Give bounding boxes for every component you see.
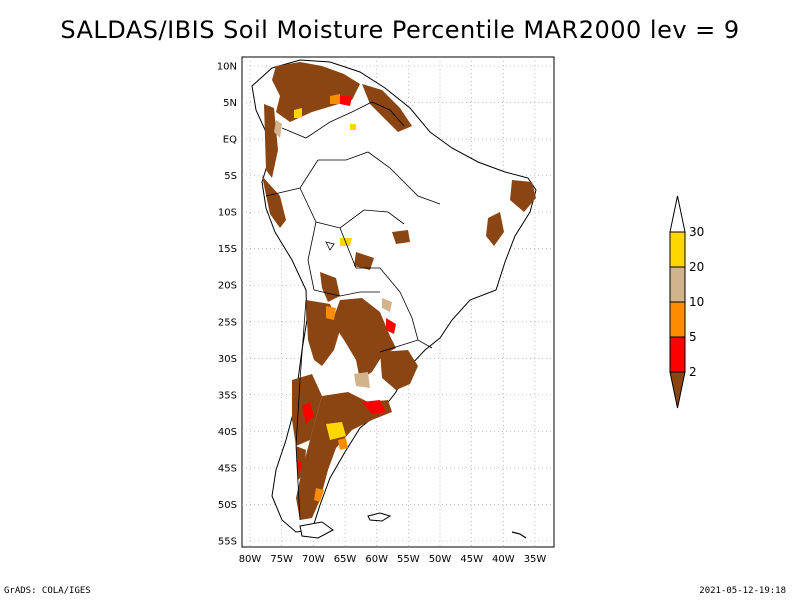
- lat-tick-label: 5S: [224, 171, 237, 182]
- lon-tick-label: 60W: [365, 554, 388, 565]
- colorbar-legend: 2 5 10 20 30: [669, 195, 704, 409]
- percentile-30-regions: [294, 108, 356, 440]
- footer-timestamp: 2021-05-12-19:18: [699, 586, 786, 596]
- lat-tick-label: 40S: [218, 427, 237, 438]
- colorbar-label: 5: [689, 330, 697, 344]
- lat-tick-label: 35S: [218, 390, 237, 401]
- country-borders: [265, 101, 441, 521]
- land-falklands: [367, 512, 392, 522]
- land-tierra-del-fuego: [299, 521, 334, 539]
- lat-tick-label: 25S: [218, 317, 237, 328]
- lon-tick-label: 45W: [460, 554, 483, 565]
- colorbar-5-band: [669, 336, 686, 373]
- percentile-20-regions: [274, 120, 392, 388]
- lon-tick-label: 65W: [334, 554, 357, 565]
- lat-tick-label: EQ: [223, 135, 237, 146]
- lat-tick-label: 10S: [218, 208, 237, 219]
- percentile-2-regions: [262, 62, 536, 520]
- lat-tick-label: 30S: [218, 354, 237, 365]
- lat-tick-label: 20S: [218, 281, 237, 292]
- percentile-5-regions: [296, 96, 396, 474]
- lon-tick-label: 50W: [429, 554, 452, 565]
- lake-titicaca: [325, 241, 335, 251]
- land-south-georgia: [511, 531, 527, 539]
- lon-tick-label: 35W: [524, 554, 547, 565]
- colorbar-label: 20: [689, 260, 704, 274]
- latitude-axis: 10N 5N EQ 5S 10S 15S 20S 25S 30S 35S 40S 45S 50S 55S: [217, 62, 237, 548]
- colorbar-20-band: [669, 266, 686, 303]
- colorbar-label: 10: [689, 295, 704, 309]
- colorbar-bottom-arrow: [669, 371, 686, 409]
- lon-tick-label: 55W: [397, 554, 420, 565]
- colorbar-label: 30: [689, 225, 704, 239]
- colorbar-top-arrow: [669, 195, 686, 233]
- colorbar-10-band: [669, 301, 686, 338]
- longitude-axis: 80W 75W 70W 65W 60W 55W 50W 45W 40W 35W: [239, 554, 547, 565]
- lon-tick-label: 70W: [302, 554, 325, 565]
- lat-tick-label: 50S: [218, 500, 237, 511]
- percentile-10-regions: [314, 94, 348, 502]
- chart-title: SALDAS/IBIS Soil Moisture Percentile MAR…: [60, 16, 740, 44]
- lat-tick-label: 10N: [217, 62, 237, 73]
- lat-tick-label: 45S: [218, 463, 237, 474]
- colorbar-30-band: [669, 231, 686, 268]
- lon-tick-label: 75W: [270, 554, 293, 565]
- lat-tick-label: 5N: [223, 98, 237, 109]
- footer-credit: GrADS: COLA/IGES: [4, 586, 91, 596]
- colorbar-label: 2: [689, 365, 697, 379]
- lat-tick-label: 55S: [218, 537, 237, 548]
- lat-tick-label: 15S: [218, 244, 237, 255]
- lon-tick-label: 80W: [239, 554, 262, 565]
- continent-south-america: [251, 59, 537, 539]
- lon-tick-label: 40W: [492, 554, 515, 565]
